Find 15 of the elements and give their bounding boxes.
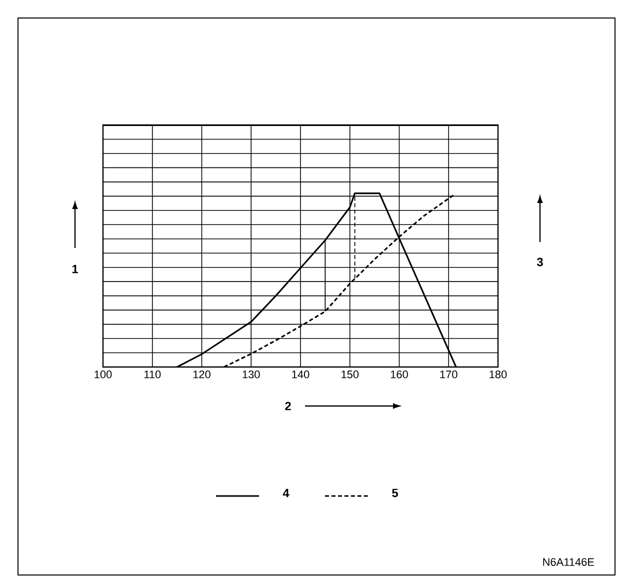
x-tick-label: 110: [144, 370, 161, 378]
x-tick-label: 160: [390, 370, 408, 378]
y-axis-title: 1: [72, 264, 78, 274]
x-tick-label: 150: [342, 370, 359, 378]
y2-axis-title: 3: [536, 258, 543, 266]
x-tick-label: 130: [242, 370, 260, 378]
x-tick-label: 100: [94, 370, 112, 378]
legend-label: 5: [392, 488, 398, 498]
x-axis-title: 2: [285, 402, 291, 410]
x-tick-label: 140: [292, 370, 310, 378]
legend-label: 4: [282, 488, 290, 498]
x-tick-label: 120: [193, 370, 210, 378]
x-tick-label: 180: [490, 370, 507, 378]
text: N6A1146E: [543, 558, 594, 566]
x-tick-label: 170: [440, 370, 458, 378]
